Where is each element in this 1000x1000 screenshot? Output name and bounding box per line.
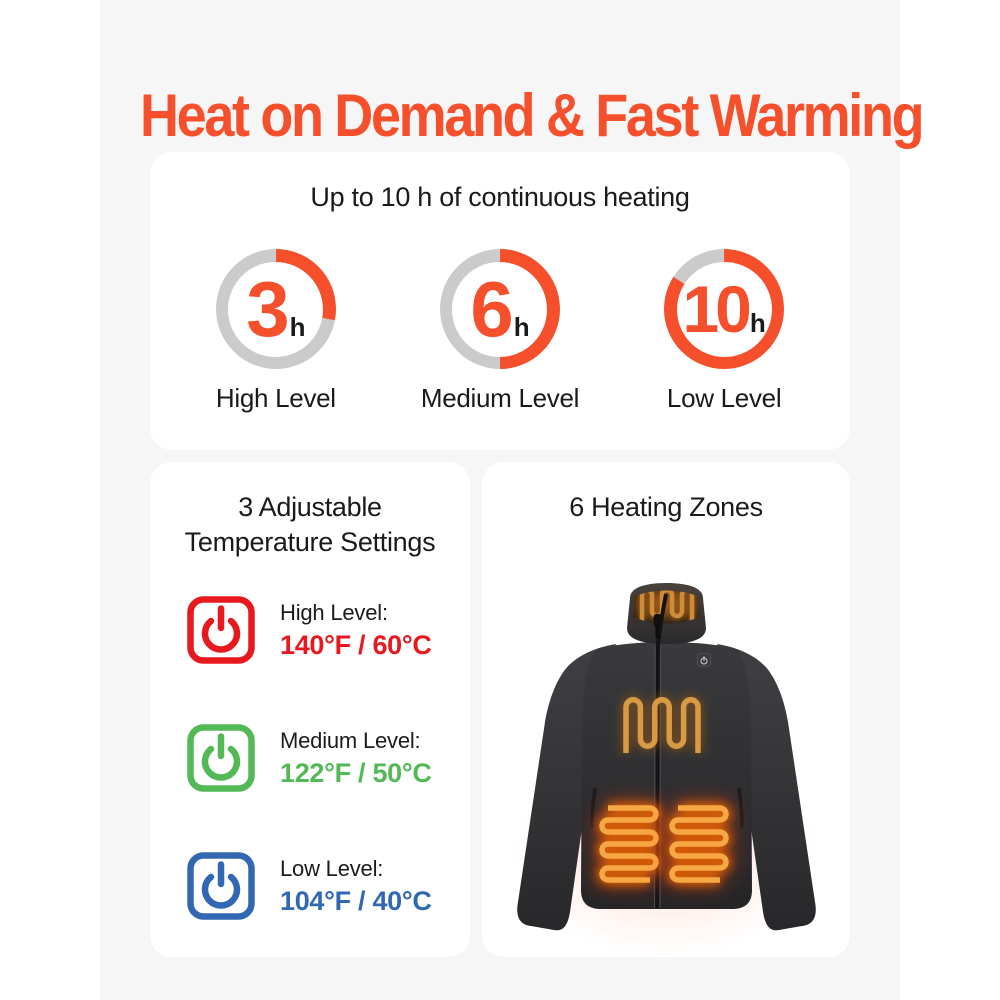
gauge-hours: 6 <box>470 264 513 353</box>
level-label: Low Level: <box>280 855 384 881</box>
gauge-label: Low Level <box>666 383 782 413</box>
right-pocket-zip <box>737 788 744 828</box>
level-label: High Level: <box>280 599 388 625</box>
gauge-hours: 10 <box>682 271 751 346</box>
duration-gauges: 3 h High Level 6 h Medium Level <box>150 249 850 414</box>
duration-ring-icon: 3 h <box>215 249 336 369</box>
temperature-settings-card: 3 Adjustable Temperature Settings High L… <box>150 462 470 957</box>
settings-card-heading: 3 Adjustable Temperature Settings <box>184 492 436 557</box>
level-label: Medium Level: <box>280 727 421 753</box>
level-row-medium: Medium Level: 122°F / 50°C <box>150 723 470 793</box>
gauge-label: High Level <box>215 383 336 413</box>
left-pocket-zip <box>590 788 597 828</box>
power-icon <box>187 724 255 792</box>
zones-card-heading: 6 Heating Zones <box>569 492 763 522</box>
power-button-badge <box>697 653 711 667</box>
left-pocket-heating-zone <box>602 808 656 880</box>
content-background: Heat on Demand & Fast Warming Up to 10 h… <box>100 0 925 1000</box>
right-pocket-heating-zone <box>672 808 726 880</box>
power-icon <box>187 852 255 920</box>
jacket-illustration <box>514 583 818 956</box>
gauge-unit: h <box>289 311 306 342</box>
page-title: Heat on Demand & Fast Warming <box>140 82 925 149</box>
heating-duration-card: Up to 10 h of continuous heating 3 h Hig… <box>150 152 850 450</box>
gauge-unit: h <box>749 307 766 338</box>
level-value: 122°F / 50°C <box>280 757 432 788</box>
gauge-label: Medium Level <box>420 383 580 413</box>
duration-ring-icon: 10 h <box>664 249 785 369</box>
heated-jacket-image <box>496 564 836 956</box>
heating-zones-card: 6 Heating Zones <box>482 462 850 957</box>
level-value: 104°F / 40°C <box>280 885 432 916</box>
heating-card-heading: Up to 10 h of continuous heating <box>310 182 690 212</box>
duration-ring-icon: 6 h <box>439 249 560 369</box>
level-row-high: High Level: 140°F / 60°C <box>150 595 470 665</box>
power-icon <box>187 596 255 664</box>
level-row-low: Low Level: 104°F / 40°C <box>150 851 470 921</box>
gauge-high-level: 3 h High Level <box>215 249 336 414</box>
level-value: 140°F / 60°C <box>280 629 432 660</box>
gauge-medium-level: 6 h Medium Level <box>421 249 579 414</box>
gauge-hours: 3 <box>246 264 289 353</box>
gauge-low-level: 10 h Low Level <box>664 249 785 414</box>
gauge-unit: h <box>513 311 530 342</box>
